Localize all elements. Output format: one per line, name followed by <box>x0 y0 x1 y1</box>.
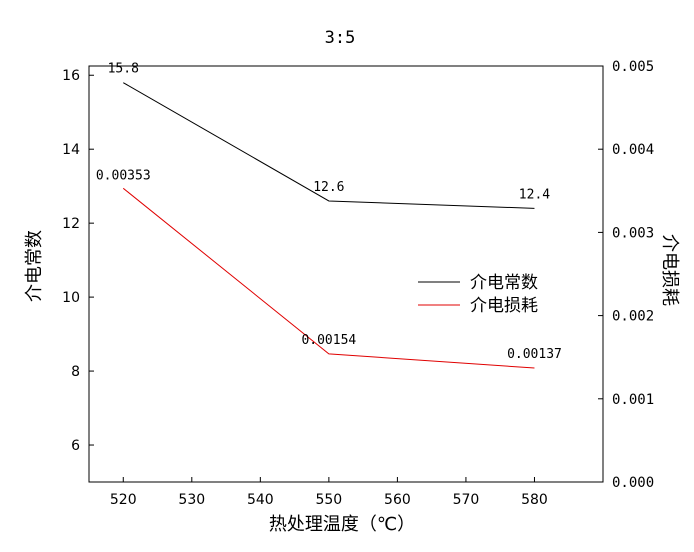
axis-ticks: 520 530 540 550 560 570 580 6 8 10 12 14 16 0.000 0.00… <box>62 59 654 508</box>
y-axis-label-right: 介电损耗 <box>659 234 680 306</box>
legend-label: 介电损耗 <box>470 296 538 316</box>
y-right-tick-label: 0.000 <box>612 475 654 491</box>
data-label: 15.8 <box>108 62 139 77</box>
x-tick-label: 560 <box>384 492 411 508</box>
data-labels: 15.8 12.6 12.4 0.00353 0.00154 0.00137 <box>96 62 562 362</box>
x-tick-label: 550 <box>315 492 342 508</box>
data-label: 0.00137 <box>507 347 562 362</box>
y-axis-label-left: 介电常数 <box>24 230 45 302</box>
series-line-1 <box>123 82 535 209</box>
plot-frame <box>88 65 604 483</box>
series-lines <box>122 82 535 369</box>
data-label: 0.00154 <box>301 333 356 348</box>
data-label: 12.4 <box>519 187 550 202</box>
y-left-tick-label: 16 <box>62 68 80 84</box>
y-left-tick-label: 12 <box>62 216 80 232</box>
x-axis-label: 热处理温度（℃） <box>269 514 415 535</box>
y-right-tick-label: 0.005 <box>612 59 654 75</box>
y-right-tick-label: 0.003 <box>612 225 654 241</box>
data-label: 12.6 <box>313 180 344 195</box>
x-tick-label: 580 <box>521 492 548 508</box>
y-left-tick-label: 8 <box>71 364 80 380</box>
chart-title: 3:5 <box>325 28 356 48</box>
series-line-2 <box>122 187 535 369</box>
x-tick-label: 530 <box>178 492 205 508</box>
y-right-tick-label: 0.004 <box>612 142 654 158</box>
y-left-tick-label: 10 <box>62 290 80 306</box>
y-right-tick-label: 0.002 <box>612 309 654 325</box>
y-left-tick-label: 14 <box>62 142 80 158</box>
y-right-tick-label: 0.001 <box>612 392 654 408</box>
x-tick-label: 570 <box>453 492 480 508</box>
legend-label: 介电常数 <box>470 273 538 293</box>
data-label: 0.00353 <box>96 168 151 183</box>
x-tick-label: 540 <box>247 492 274 508</box>
x-tick-label: 520 <box>110 492 137 508</box>
y-left-tick-label: 6 <box>71 438 80 454</box>
